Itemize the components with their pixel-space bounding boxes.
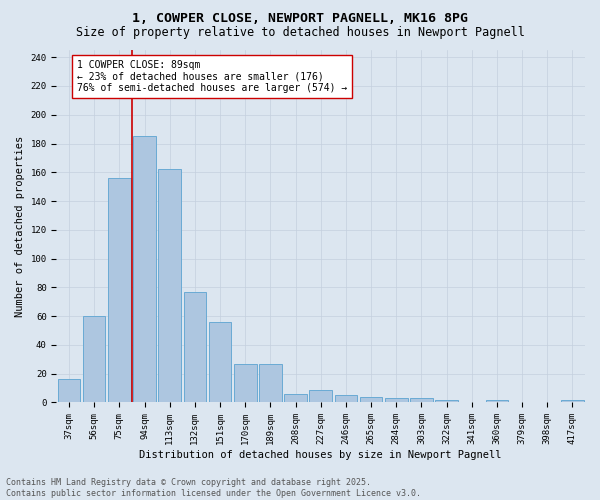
Bar [284,394,307,402]
Bar [310,390,332,402]
Bar [410,398,433,402]
Bar [485,400,508,402]
Bar [360,396,382,402]
Bar [83,316,106,402]
Bar [335,396,357,402]
Bar [58,380,80,402]
Text: Contains HM Land Registry data © Crown copyright and database right 2025.
Contai: Contains HM Land Registry data © Crown c… [6,478,421,498]
Bar [133,136,156,402]
Bar [259,364,281,403]
Bar [385,398,407,402]
Bar [108,178,131,402]
Bar [561,400,584,402]
X-axis label: Distribution of detached houses by size in Newport Pagnell: Distribution of detached houses by size … [139,450,502,460]
Bar [209,322,232,402]
Bar [234,364,257,403]
Text: Size of property relative to detached houses in Newport Pagnell: Size of property relative to detached ho… [76,26,524,39]
Bar [435,400,458,402]
Text: 1 COWPER CLOSE: 89sqm
← 23% of detached houses are smaller (176)
76% of semi-det: 1 COWPER CLOSE: 89sqm ← 23% of detached … [77,60,347,94]
Text: 1, COWPER CLOSE, NEWPORT PAGNELL, MK16 8PG: 1, COWPER CLOSE, NEWPORT PAGNELL, MK16 8… [132,12,468,26]
Y-axis label: Number of detached properties: Number of detached properties [15,136,25,317]
Bar [184,292,206,403]
Bar [158,170,181,402]
